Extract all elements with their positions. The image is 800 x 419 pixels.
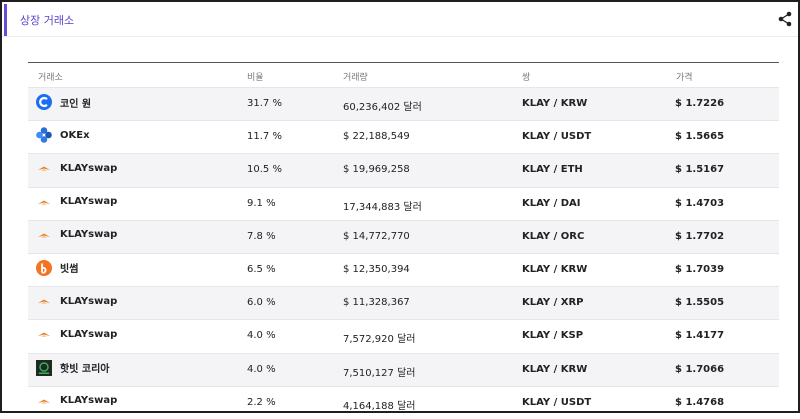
ratio-cell: 4.0 % [247,330,276,342]
table-row[interactable]: KLAYswap 4.0 % 7,572,920 달러 KLAY / KSP $ 1.4… [28,319,779,352]
price-cell: $ 1.7066 [675,363,725,375]
exchange-name[interactable]: 빗썸 [60,264,79,276]
ratio-cell: 11.7 % [247,131,282,143]
ratio-cell: 31.7 % [247,98,282,109]
ratio-cell: 7.8 % [247,230,276,242]
exchange-cell[interactable]: KLAYswap [36,293,117,309]
exchange-name[interactable]: KLAYswap [60,328,118,340]
exchange-cell[interactable]: KLAYswap [36,393,117,409]
header-accent-bar [4,4,7,36]
exchange-cell[interactable]: KLAYswap [36,194,117,210]
coinone-logo-icon [36,94,52,110]
exchange-table: 거래소 비율 거래량 쌍 가격 코인 원 31.7 % 60,236,402 달러 K… [28,62,779,419]
price-cell: $ 1.7039 [675,263,725,275]
volume-cell: 4,164,188 달러 [343,400,416,412]
price-cell: $ 1.5665 [675,131,725,143]
klayswap-logo-icon [36,227,52,243]
exchange-name[interactable]: 코인 원 [60,98,92,110]
column-header-exchange[interactable]: 거래소 [38,73,63,83]
table-row[interactable]: KLAYswap 9.1 % 17,344,883 달러 KLAY / DAI $ 1.… [28,186,779,220]
table-row[interactable]: KLAYswap 7.8 % $ 14,772,770 KLAY / ORC $ 1.7… [28,219,779,253]
ratio-cell: 6.5 % [247,263,276,275]
exchange-cell[interactable]: KLAYswap [36,227,117,243]
exchange-name[interactable]: OKEx [60,129,90,141]
klayswap-logo-icon [36,293,52,309]
table-row[interactable]: KLAYswap 10.5 % $ 19,969,258 KLAY / ETH $ 1.… [28,153,779,187]
pair-cell[interactable]: KLAY / KRW [522,263,588,275]
column-header-volume[interactable]: 거래량 [343,73,368,83]
volume-cell: $ 12,350,394 [343,263,410,275]
table-row[interactable]: 빗썸 6.5 % $ 12,350,394 KLAY / KRW $ 1.7039 [28,252,779,286]
table-row[interactable]: KLAYswap 6.0 % $ 11,328,367 KLAY / XRP $ 1.5… [28,286,779,320]
ratio-cell: 2.2 % [247,396,276,408]
pair-cell[interactable]: KLAY / USDT [522,396,592,408]
okex-logo-icon [36,127,52,143]
klayswap-logo-icon [36,393,52,409]
ratio-cell: 9.1 % [247,197,276,209]
volume-cell: 7,510,127 달러 [343,367,416,379]
pair-cell[interactable]: KLAY / KRW [522,363,588,375]
ratio-cell: 6.0 % [247,297,276,309]
exchange-name[interactable]: KLAYswap [60,395,118,407]
table-row[interactable]: 코인 원 31.7 % 60,236,402 달러 KLAY / KRW $ 1.722… [28,87,779,121]
bithumb-logo-icon [36,259,52,276]
pair-cell[interactable]: KLAY / KSP [522,330,584,342]
volume-cell: 7,572,920 달러 [343,334,416,346]
price-cell: $ 1.7702 [675,230,725,242]
share-icon[interactable] [778,11,792,27]
pair-cell[interactable]: KLAY / ETH [522,164,583,176]
exchange-cell[interactable]: 빗썸 [36,259,79,276]
volume-cell: $ 19,969,258 [343,164,410,176]
ratio-cell: 4.0 % [247,363,276,375]
panel-header: 상장 거래소 [2,2,798,37]
exchange-name[interactable]: 핫빗 코리아 [60,364,110,375]
exchange-cell[interactable]: 핫빗 코리아 [36,359,110,376]
exchange-name[interactable]: KLAYswap [60,196,118,208]
exchange-cell[interactable]: 코인 원 [36,94,91,110]
ratio-cell: 10.5 % [247,164,282,176]
table-header: 거래소 비율 거래량 쌍 가격 [28,62,779,87]
price-cell: $ 1.4768 [675,396,725,408]
pair-cell[interactable]: KLAY / DAI [522,197,581,209]
exchange-cell[interactable]: KLAYswap [36,326,117,342]
table-row[interactable]: KLAYswap 2.2 % 4,164,188 달러 KLAY / USDT $ 1.… [28,385,779,419]
column-header-pair[interactable]: 쌍 [522,73,531,83]
exchange-name[interactable]: KLAYswap [60,229,118,241]
exchange-cell[interactable]: OKEx [36,127,90,143]
table-body: 코인 원 31.7 % 60,236,402 달러 KLAY / KRW $ 1.722… [28,87,779,419]
table-row[interactable]: OKEx 11.7 % $ 22,188,549 KLAY / USDT $ 1.566… [28,120,779,153]
table-row[interactable]: 핫빗 코리아 4.0 % 7,510,127 달러 KLAY / KRW $ 1.706… [28,352,779,386]
volume-cell: $ 22,188,549 [343,131,410,143]
pair-cell[interactable]: KLAY / USDT [522,131,592,143]
pair-cell[interactable]: KLAY / XRP [522,297,584,309]
volume-cell: $ 11,328,367 [343,297,410,309]
panel-title: 상장 거래소 [20,14,75,27]
volume-cell: 60,236,402 달러 [343,102,422,113]
price-cell: $ 1.5167 [675,164,725,176]
price-cell: $ 1.5505 [675,297,725,309]
pair-cell[interactable]: KLAY / KRW [522,98,588,109]
price-cell: $ 1.4703 [675,197,725,209]
klayswap-logo-icon [36,326,52,342]
volume-cell: 17,344,883 달러 [343,201,422,213]
exchange-name[interactable]: KLAYswap [60,162,118,174]
hotbit-logo-icon [36,359,52,376]
column-header-price[interactable]: 가격 [676,73,693,83]
pair-cell[interactable]: KLAY / ORC [522,230,585,242]
klayswap-logo-icon [36,194,52,210]
column-header-ratio[interactable]: 비율 [247,73,264,83]
exchange-cell[interactable]: KLAYswap [36,160,117,176]
exchange-name[interactable]: KLAYswap [60,295,118,307]
klayswap-logo-icon [36,160,52,176]
price-cell: $ 1.4177 [675,330,725,342]
volume-cell: $ 14,772,770 [343,230,410,242]
price-cell: $ 1.7226 [675,98,725,109]
